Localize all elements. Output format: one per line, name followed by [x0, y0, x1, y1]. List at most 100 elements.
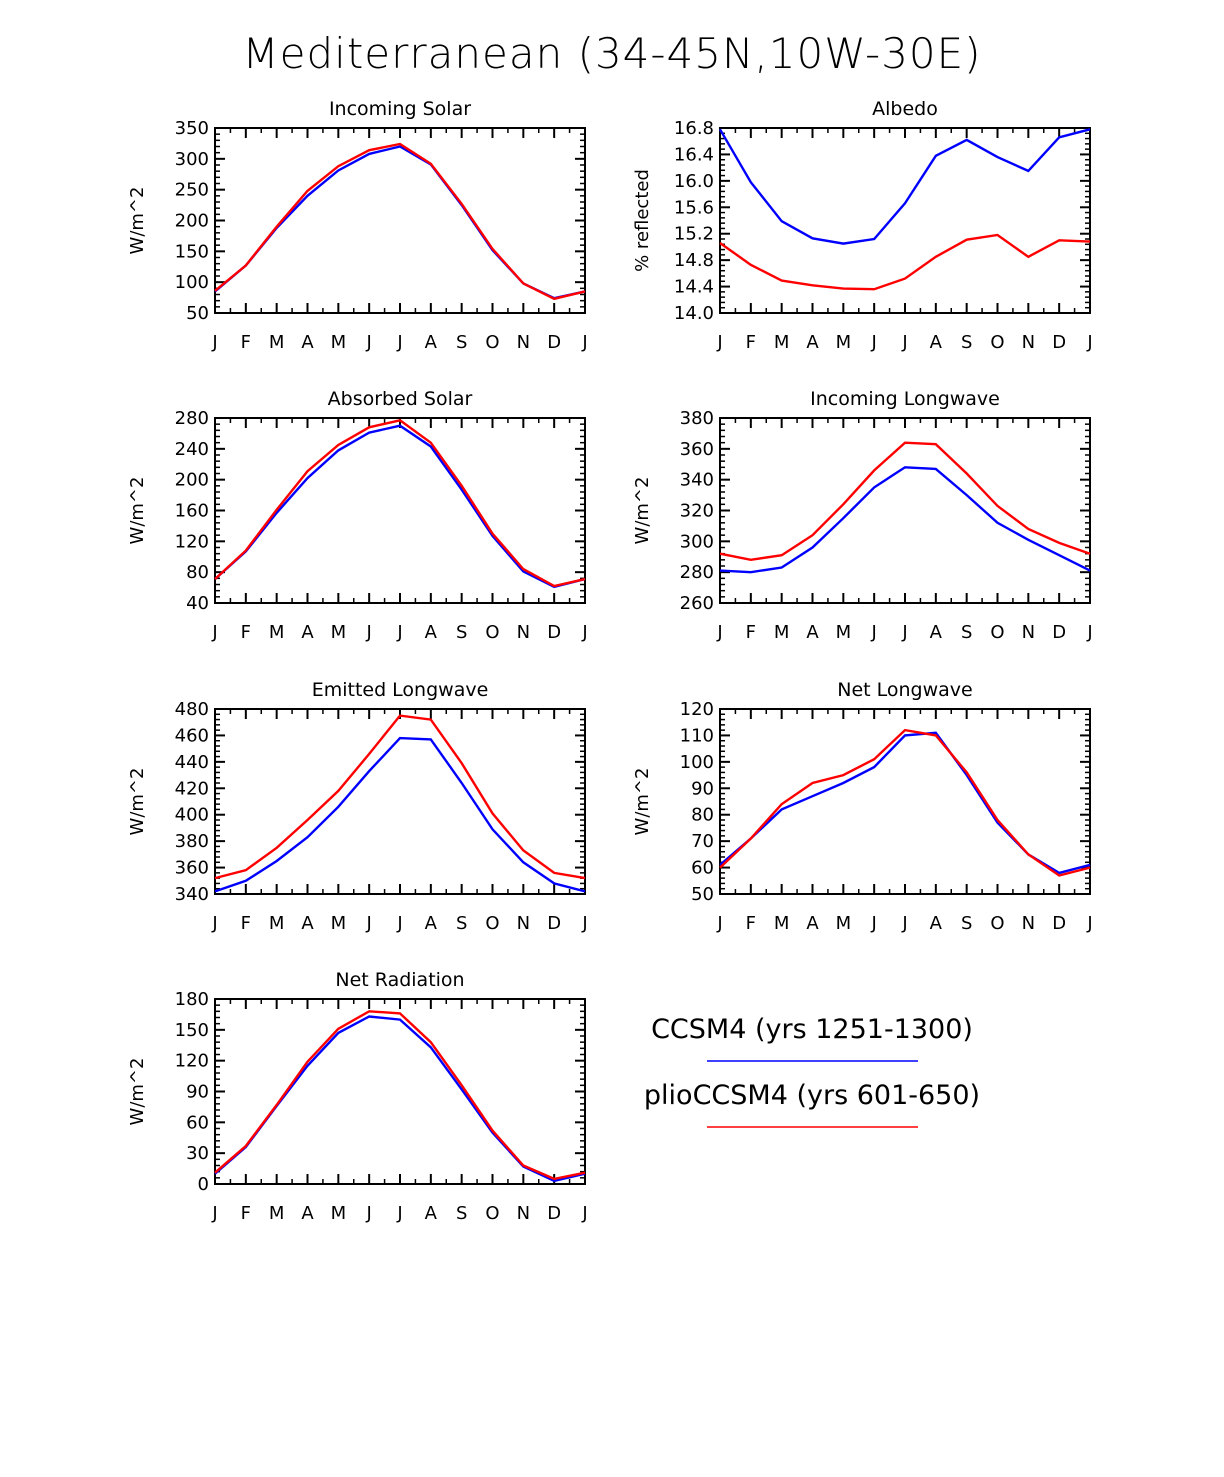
series-line-ccsm4	[718, 128, 1091, 245]
x-tick-label: O	[485, 913, 499, 934]
x-tick-label: J	[716, 913, 722, 934]
x-tick-label: J	[366, 913, 372, 934]
y-tick-label: 16.4	[674, 144, 714, 165]
x-tick-label: M	[269, 913, 285, 934]
y-axis-label: W/m^2	[127, 768, 148, 836]
y-tick-label: 300	[175, 149, 209, 170]
x-tick-label: D	[547, 622, 561, 643]
x-tick-label: S	[961, 332, 972, 353]
panel-title: Net Radiation	[335, 969, 464, 991]
x-tick-label: M	[774, 913, 790, 934]
y-tick-label: 90	[691, 778, 714, 799]
y-tick-label: 80	[691, 805, 714, 826]
x-tick-label: J	[396, 332, 402, 353]
panel-title: Absorbed Solar	[328, 388, 473, 410]
panel-emitted-longwave: J F M A M J J A S O N D J340360380400420440460480Emi…	[127, 679, 588, 934]
x-tick-label: M	[774, 622, 790, 643]
x-tick-label: D	[1052, 622, 1066, 643]
x-tick-label: J	[1086, 622, 1092, 643]
y-tick-label: 0	[198, 1174, 209, 1195]
y-tick-label: 420	[175, 778, 209, 799]
legend: CCSM4 (yrs 1251-1300) plioCCSM4 (yrs 601-…	[644, 1014, 980, 1128]
y-axis-label: W/m^2	[127, 477, 148, 545]
legend-label-plioccsm4: plioCCSM4 (yrs 601-650)	[644, 1080, 980, 1111]
x-tick-label: D	[547, 332, 561, 353]
y-tick-label: 100	[680, 752, 714, 773]
x-tick-label: F	[746, 332, 756, 353]
figure-title: Mediterranean (34-45N,10W-30E)	[242, 29, 981, 78]
x-tick-label: J	[581, 622, 587, 643]
y-axis-label: % reflected	[632, 169, 653, 272]
y-tick-label: 110	[680, 725, 714, 746]
y-tick-label: 250	[175, 180, 209, 201]
y-tick-label: 15.6	[674, 197, 714, 218]
x-tick-label: A	[301, 913, 314, 934]
x-tick-label: S	[961, 622, 972, 643]
y-tick-label: 120	[680, 699, 714, 720]
legend-label-ccsm4: CCSM4 (yrs 1251-1300)	[651, 1014, 973, 1045]
y-tick-label: 400	[175, 805, 209, 826]
y-tick-label: 300	[680, 531, 714, 552]
plot-frame	[214, 998, 586, 1185]
panel-albedo: J F M A M J J A S O N D J14.014.414.815.215.616.016.…	[632, 98, 1093, 353]
x-tick-label: J	[901, 332, 907, 353]
x-tick-label: A	[301, 332, 314, 353]
y-tick-label: 100	[175, 272, 209, 293]
y-tick-label: 14.0	[674, 303, 714, 324]
panel-title: Incoming Solar	[329, 98, 471, 120]
y-axis-label: W/m^2	[632, 768, 653, 836]
y-tick-label: 440	[175, 752, 209, 773]
y-tick-label: 160	[175, 501, 209, 522]
y-tick-label: 50	[691, 884, 714, 905]
x-tick-label: A	[930, 332, 943, 353]
y-tick-label: 360	[680, 439, 714, 460]
y-tick-label: 380	[175, 831, 209, 852]
x-tick-label: J	[716, 332, 722, 353]
y-tick-label: 380	[680, 408, 714, 429]
x-tick-label: F	[746, 913, 756, 934]
y-axis: 340 360 380 400 420 440 460 480	[175, 699, 585, 905]
y-tick-label: 50	[186, 303, 209, 324]
y-tick-label: 16.8	[674, 118, 714, 139]
y-tick-label: 200	[175, 211, 209, 232]
panels: J F M A M J J A S O N D J50100150200250300350Incomin…	[127, 98, 1093, 1224]
plot-frame	[719, 127, 1091, 314]
y-axis-label: W/m^2	[632, 477, 653, 545]
x-tick-label: F	[241, 1203, 251, 1224]
y-tick-label: 90	[186, 1082, 209, 1103]
x-tick-label: J	[366, 332, 372, 353]
x-tick-label: A	[425, 622, 438, 643]
series-line-ccsm4	[719, 731, 1091, 875]
x-tick-label: A	[425, 332, 438, 353]
y-tick-label: 480	[175, 699, 209, 720]
series-line-plioccsm4	[214, 714, 586, 880]
x-tick-label: A	[806, 332, 819, 353]
y-axis: 50 100 150 200 250 300 350	[175, 118, 585, 324]
x-tick-label: M	[836, 332, 852, 353]
y-tick-label: 30	[186, 1143, 209, 1164]
x-tick-label: A	[806, 622, 819, 643]
x-tick-label: O	[990, 913, 1004, 934]
y-tick-label: 15.2	[674, 224, 714, 245]
x-tick-label: J	[901, 913, 907, 934]
x-tick-label: D	[547, 1203, 561, 1224]
x-tick-label: A	[930, 622, 943, 643]
x-tick-label: S	[456, 913, 467, 934]
x-tick-label: A	[425, 1203, 438, 1224]
x-tick-label: J	[1086, 332, 1092, 353]
x-tick-label: S	[456, 622, 467, 643]
y-tick-label: 120	[175, 1051, 209, 1072]
x-tick-label: M	[331, 622, 347, 643]
x-tick-label: O	[990, 332, 1004, 353]
series-line-plioccsm4	[214, 142, 586, 301]
x-tick-label: D	[1052, 913, 1066, 934]
x-tick-label: J	[1086, 913, 1092, 934]
y-tick-label: 120	[175, 531, 209, 552]
y-tick-label: 280	[175, 408, 209, 429]
y-tick-label: 200	[175, 470, 209, 491]
